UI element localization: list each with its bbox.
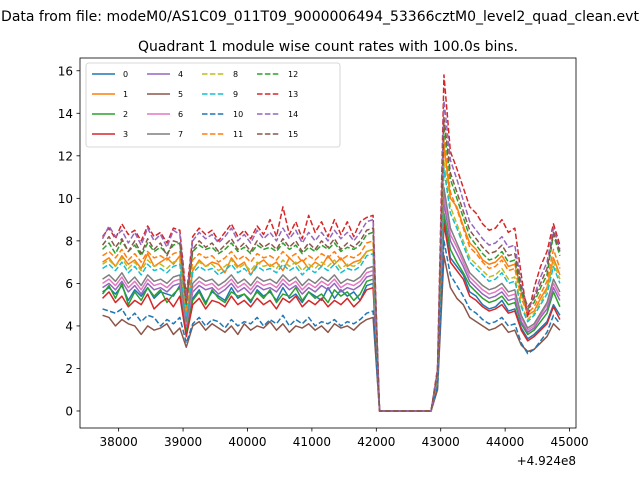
series-line-11 [102, 138, 561, 412]
x-tick-label: 44000 [486, 435, 524, 449]
y-tick-label: 2 [65, 362, 73, 376]
y-tick-label: 6 [65, 277, 73, 291]
x-axis: 38000 39000 40000 41000 42000 43000 44000 45000 [100, 428, 589, 449]
x-tick-label: 39000 [164, 435, 202, 449]
series-line-0 [102, 218, 561, 412]
axes-frame [79, 57, 577, 429]
y-tick-label: 10 [58, 192, 73, 206]
legend-label-3: 3 [123, 130, 128, 139]
legend-label-14: 14 [288, 110, 298, 119]
series-line-12 [102, 125, 561, 412]
series-line-15 [101, 116, 561, 412]
plot-lines [101, 74, 561, 412]
legend-label-0: 0 [123, 70, 128, 79]
legend-label-15: 15 [288, 130, 298, 139]
y-tick-label: 12 [58, 149, 73, 163]
legend-label-2: 2 [123, 110, 128, 119]
series-line-13 [101, 74, 561, 412]
y-tick-label: 0 [65, 404, 73, 418]
x-tick-label: 41000 [293, 435, 331, 449]
series-line-1 [102, 144, 561, 412]
series-line-9 [102, 167, 561, 412]
x-tick-label: 43000 [422, 435, 460, 449]
series-line-7 [102, 186, 561, 412]
legend-label-11: 11 [233, 130, 243, 139]
legend-label-10: 10 [233, 110, 243, 119]
x-offset-text: +4.924e8 [517, 454, 576, 468]
series-line-8 [102, 159, 561, 412]
y-tick-label: 16 [58, 64, 73, 78]
x-tick-label: 42000 [357, 435, 395, 449]
series-line-5 [102, 255, 561, 412]
y-tick-label: 4 [65, 319, 73, 333]
legend-label-7: 7 [178, 130, 183, 139]
series-line-2 [101, 212, 561, 412]
legend-label-12: 12 [288, 70, 298, 79]
legend-label-13: 13 [288, 90, 298, 99]
legend-box [85, 62, 341, 148]
legend-label-4: 4 [178, 70, 183, 79]
legend-label-5: 5 [178, 90, 183, 99]
legend-label-8: 8 [233, 70, 238, 79]
legend-label-9: 9 [233, 90, 238, 99]
chart-title: Quadrant 1 module wise count rates with … [138, 39, 518, 55]
series-line-14 [101, 99, 561, 412]
series-line-4 [102, 201, 561, 412]
legend-label-1: 1 [123, 90, 128, 99]
y-tick-label: 14 [58, 107, 73, 121]
y-axis: 0 2 4 6 8 10 12 14 16 [58, 64, 80, 418]
series-line-6 [102, 193, 561, 412]
figure-suptitle: Data from file: modeM0/AS1C09_011T09_900… [1, 9, 639, 25]
x-tick-label: 40000 [228, 435, 266, 449]
series-line-10 [102, 240, 561, 412]
legend-label-6: 6 [178, 110, 183, 119]
y-tick-label: 8 [65, 234, 73, 248]
x-tick-label: 45000 [550, 435, 588, 449]
series-line-3 [102, 223, 561, 412]
x-tick-label: 38000 [100, 435, 138, 449]
